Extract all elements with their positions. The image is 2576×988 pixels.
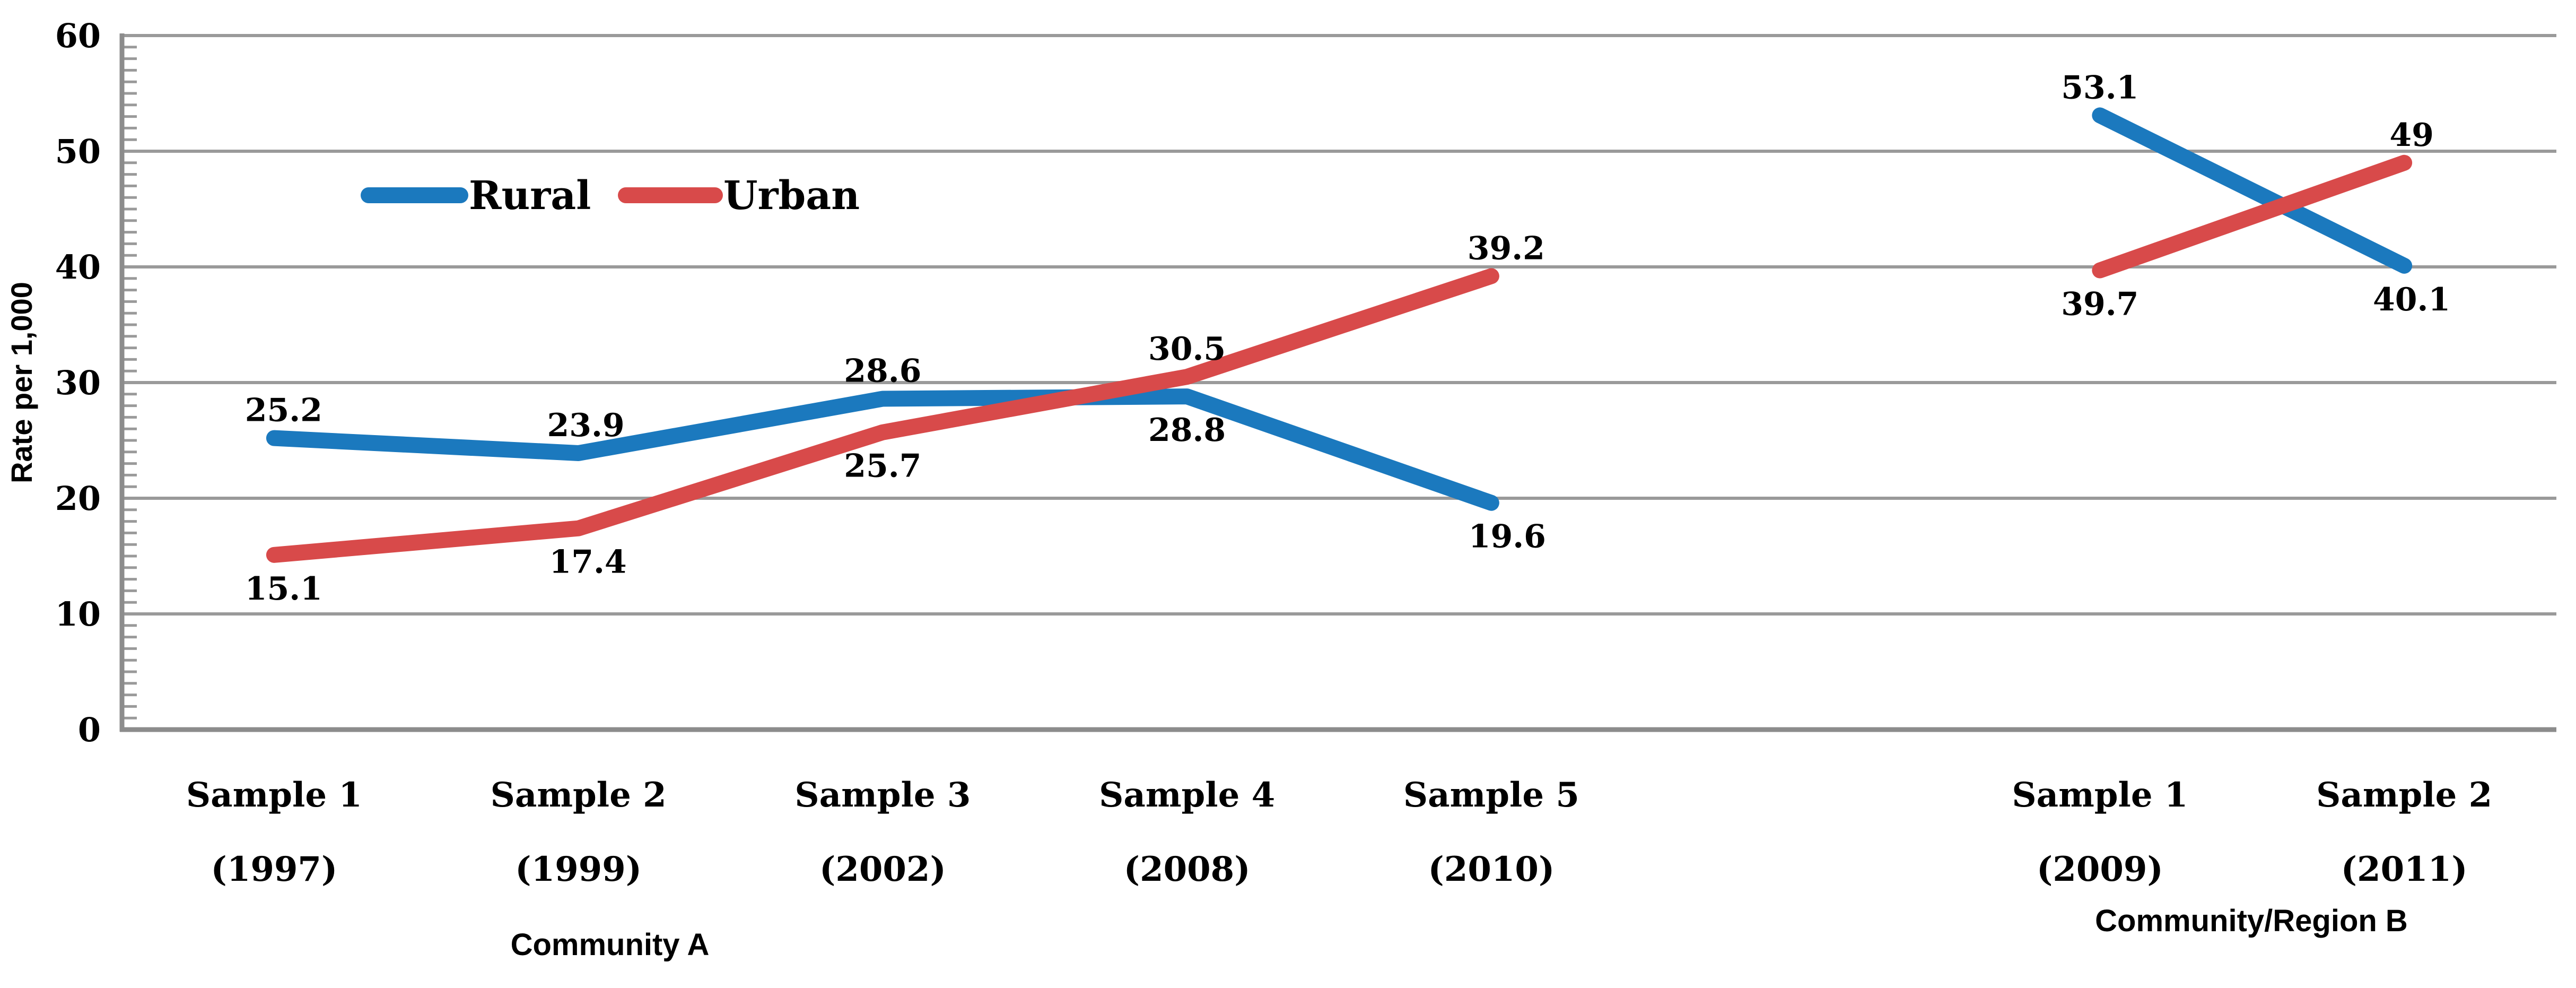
x-category-label: Sample 1 <box>2012 775 2188 815</box>
x-category-label: Sample 2 <box>2316 775 2492 815</box>
y-tick-label: 40 <box>55 248 101 287</box>
x-category-label: Sample 5 <box>1403 775 1579 815</box>
rural-data-label: 40.1 <box>2373 281 2450 318</box>
group-label-community-region-b: Community/Region B <box>2095 904 2408 938</box>
urban-data-label: 49 <box>2389 117 2434 154</box>
urban-data-label: 17.4 <box>549 544 627 581</box>
y-tick-label: 10 <box>55 595 101 634</box>
y-tick-label: 60 <box>55 16 101 55</box>
rural-line <box>2092 107 2413 274</box>
urban-data-label: 25.7 <box>844 448 921 485</box>
y-axis-title: Rate per 1,000 <box>5 282 38 483</box>
x-category-label: Sample 3 <box>794 775 971 815</box>
x-category-year-label: (2002) <box>819 850 946 889</box>
legend-label-urban: Urban <box>723 173 860 219</box>
group-label-community-a: Community A <box>511 928 710 962</box>
x-category-label: Sample 4 <box>1099 775 1275 815</box>
rural-data-label: 19.6 <box>1469 518 1546 556</box>
urban-data-label: 15.1 <box>245 570 322 608</box>
x-category-year-label: (2010) <box>1428 850 1555 889</box>
y-tick-label: 50 <box>55 132 101 171</box>
x-category-year-label: (2009) <box>2037 850 2163 889</box>
y-tick-label: 30 <box>55 363 101 402</box>
rural-data-label: 23.9 <box>547 407 625 444</box>
rural-line <box>266 388 1499 511</box>
y-tick-label: 20 <box>55 479 101 518</box>
urban-line <box>266 268 1499 563</box>
urban-data-label: 39.2 <box>1468 230 1545 267</box>
rural-data-label: 28.6 <box>844 353 921 390</box>
urban-data-label: 30.5 <box>1148 331 1226 368</box>
x-category-label: Sample 1 <box>186 775 362 815</box>
urban-line <box>2092 154 2413 279</box>
urban-data-label: 39.7 <box>2061 286 2138 323</box>
x-category-year-label: (1997) <box>211 850 338 889</box>
rural-data-label: 53.1 <box>2061 69 2138 106</box>
y-tick-label: 0 <box>78 710 101 749</box>
x-category-year-label: (2011) <box>2341 850 2468 889</box>
x-category-year-label: (2008) <box>1124 850 1251 889</box>
x-category-year-label: (1999) <box>515 850 642 889</box>
x-category-label: Sample 2 <box>491 775 667 815</box>
rural-data-label: 25.2 <box>245 392 322 429</box>
legend-label-rural: Rural <box>469 173 591 219</box>
rural-data-label: 28.8 <box>1148 412 1226 449</box>
